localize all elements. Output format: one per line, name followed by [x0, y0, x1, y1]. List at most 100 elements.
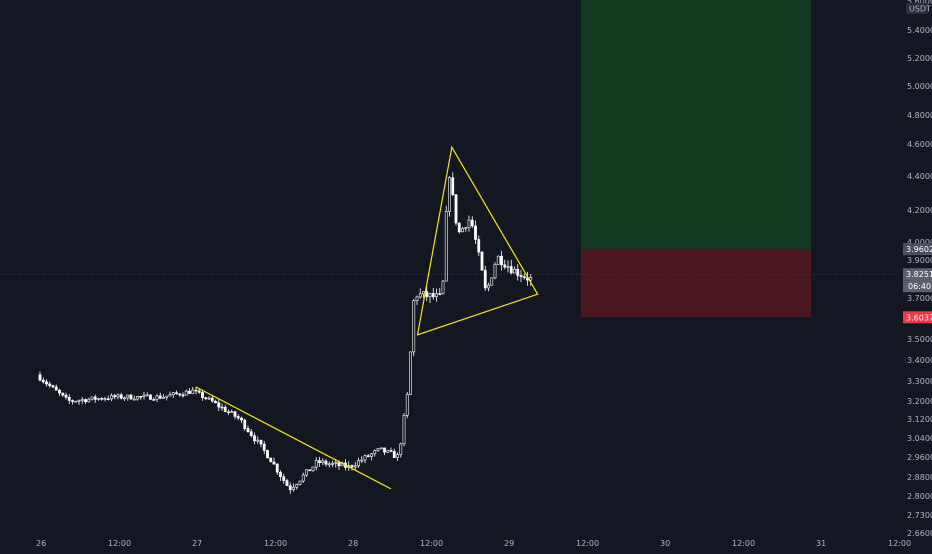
candle-body: [149, 394, 152, 400]
candle-body: [321, 460, 325, 464]
candle-body: [256, 439, 260, 442]
price-tick-label: 5.4000: [907, 26, 932, 35]
currency-badge: [906, 3, 928, 14]
candle-body: [415, 296, 419, 302]
candle-body: [240, 417, 243, 421]
candle-body: [58, 389, 61, 394]
candle-body: [116, 394, 120, 398]
candle-body: [428, 293, 432, 298]
candle-body: [470, 219, 474, 227]
candle-body: [331, 463, 334, 465]
candle-body: [461, 228, 464, 233]
candle-body: [379, 447, 383, 450]
candle-body: [155, 395, 159, 400]
candle-body: [301, 474, 305, 482]
countdown-bg: [903, 280, 932, 293]
candle-body: [373, 450, 377, 455]
entry-price-tag-label: 3.9602: [906, 245, 932, 254]
candle-body: [493, 264, 497, 279]
price-tick-label: 4.0000: [907, 238, 932, 247]
candle-body: [487, 284, 490, 289]
candle-body: [324, 460, 328, 465]
current-price-tag-label: 3.8251: [906, 270, 932, 279]
profit-zone: [581, 0, 811, 250]
price-tick-label: 4.6000: [907, 140, 932, 149]
candle-body: [451, 177, 455, 195]
time-axis[interactable]: 26 12:00 27 12:00 28 12:00 29 12:00 30 12:00 31 12:…: [36, 539, 911, 548]
candle-body: [334, 462, 338, 464]
candle-body: [529, 277, 533, 281]
candle-body: [522, 276, 526, 279]
candle-body: [41, 379, 45, 383]
price-tick-label: 5.0000: [907, 82, 932, 91]
time-tick-label: 12:00: [264, 539, 287, 548]
candle-body: [441, 280, 445, 295]
candle-body: [298, 480, 302, 485]
candle-body: [197, 390, 201, 393]
candle-body: [90, 396, 94, 400]
candle-body: [396, 454, 399, 458]
candle-body: [509, 266, 513, 274]
entry-price-tag-bg: [903, 243, 932, 256]
candle-body: [376, 448, 380, 452]
candle-body: [227, 411, 230, 414]
candle-body: [357, 460, 360, 467]
time-tick-label: 31: [816, 539, 826, 548]
descending-trendline: [195, 386, 392, 490]
candle-body: [106, 398, 110, 400]
time-tick-label: 27: [192, 539, 202, 548]
candle-body: [48, 383, 52, 386]
candle-body: [181, 394, 185, 397]
candle-body: [158, 395, 162, 399]
candle-body: [223, 406, 227, 413]
candle-body: [305, 469, 308, 476]
candle-body: [45, 381, 48, 385]
candle-body: [210, 397, 214, 402]
candle-body: [152, 399, 156, 401]
candle-body: [165, 395, 169, 398]
candle-body: [516, 268, 520, 276]
countdown-label: 06:40: [908, 282, 931, 291]
candle-body: [113, 395, 117, 398]
candle-body: [490, 277, 494, 286]
candle-body: [448, 177, 451, 212]
candle-body: [454, 194, 458, 224]
price-tick-label: 3.1200: [907, 415, 932, 424]
time-tick-label: 26: [36, 539, 46, 548]
candle-body: [142, 394, 146, 397]
candle-body: [175, 392, 178, 395]
candle-body: [386, 450, 390, 453]
price-tick-label: 3.9000: [907, 256, 932, 265]
price-tags: 3.9602 3.8251 06:40 3.6037: [903, 243, 932, 324]
candle-body: [126, 394, 130, 399]
candle-body: [370, 453, 373, 457]
price-tick-label: 3.7000: [907, 294, 932, 303]
candle-body: [363, 455, 367, 461]
price-tick-label: 2.9600: [907, 453, 932, 462]
candle-body: [337, 462, 341, 467]
candle-body: [285, 480, 289, 487]
candle-body: [272, 461, 276, 465]
stop-price-tag-bg: [903, 311, 932, 324]
price-tick-label: 3.0400: [907, 434, 932, 443]
price-tick-label: 4.2000: [907, 206, 932, 215]
candle-body: [409, 351, 412, 395]
price-tick-label: 3.3000: [907, 377, 932, 386]
candle-body: [467, 219, 471, 228]
candle-body: [67, 396, 71, 401]
candle-body: [425, 291, 429, 298]
candle-body: [288, 485, 292, 491]
price-tick-label: 5.2000: [907, 54, 932, 63]
candle-body: [64, 394, 68, 398]
time-tick-label: 12:00: [420, 539, 443, 548]
candle-body: [503, 264, 507, 268]
candle-body: [295, 484, 299, 488]
candle-body: [457, 222, 461, 233]
candle-body: [74, 400, 78, 403]
candle-body: [314, 460, 318, 468]
current-price-tag-bg: [903, 268, 932, 281]
time-tick-label: 12:00: [576, 539, 599, 548]
time-tick-label: 29: [504, 539, 514, 548]
